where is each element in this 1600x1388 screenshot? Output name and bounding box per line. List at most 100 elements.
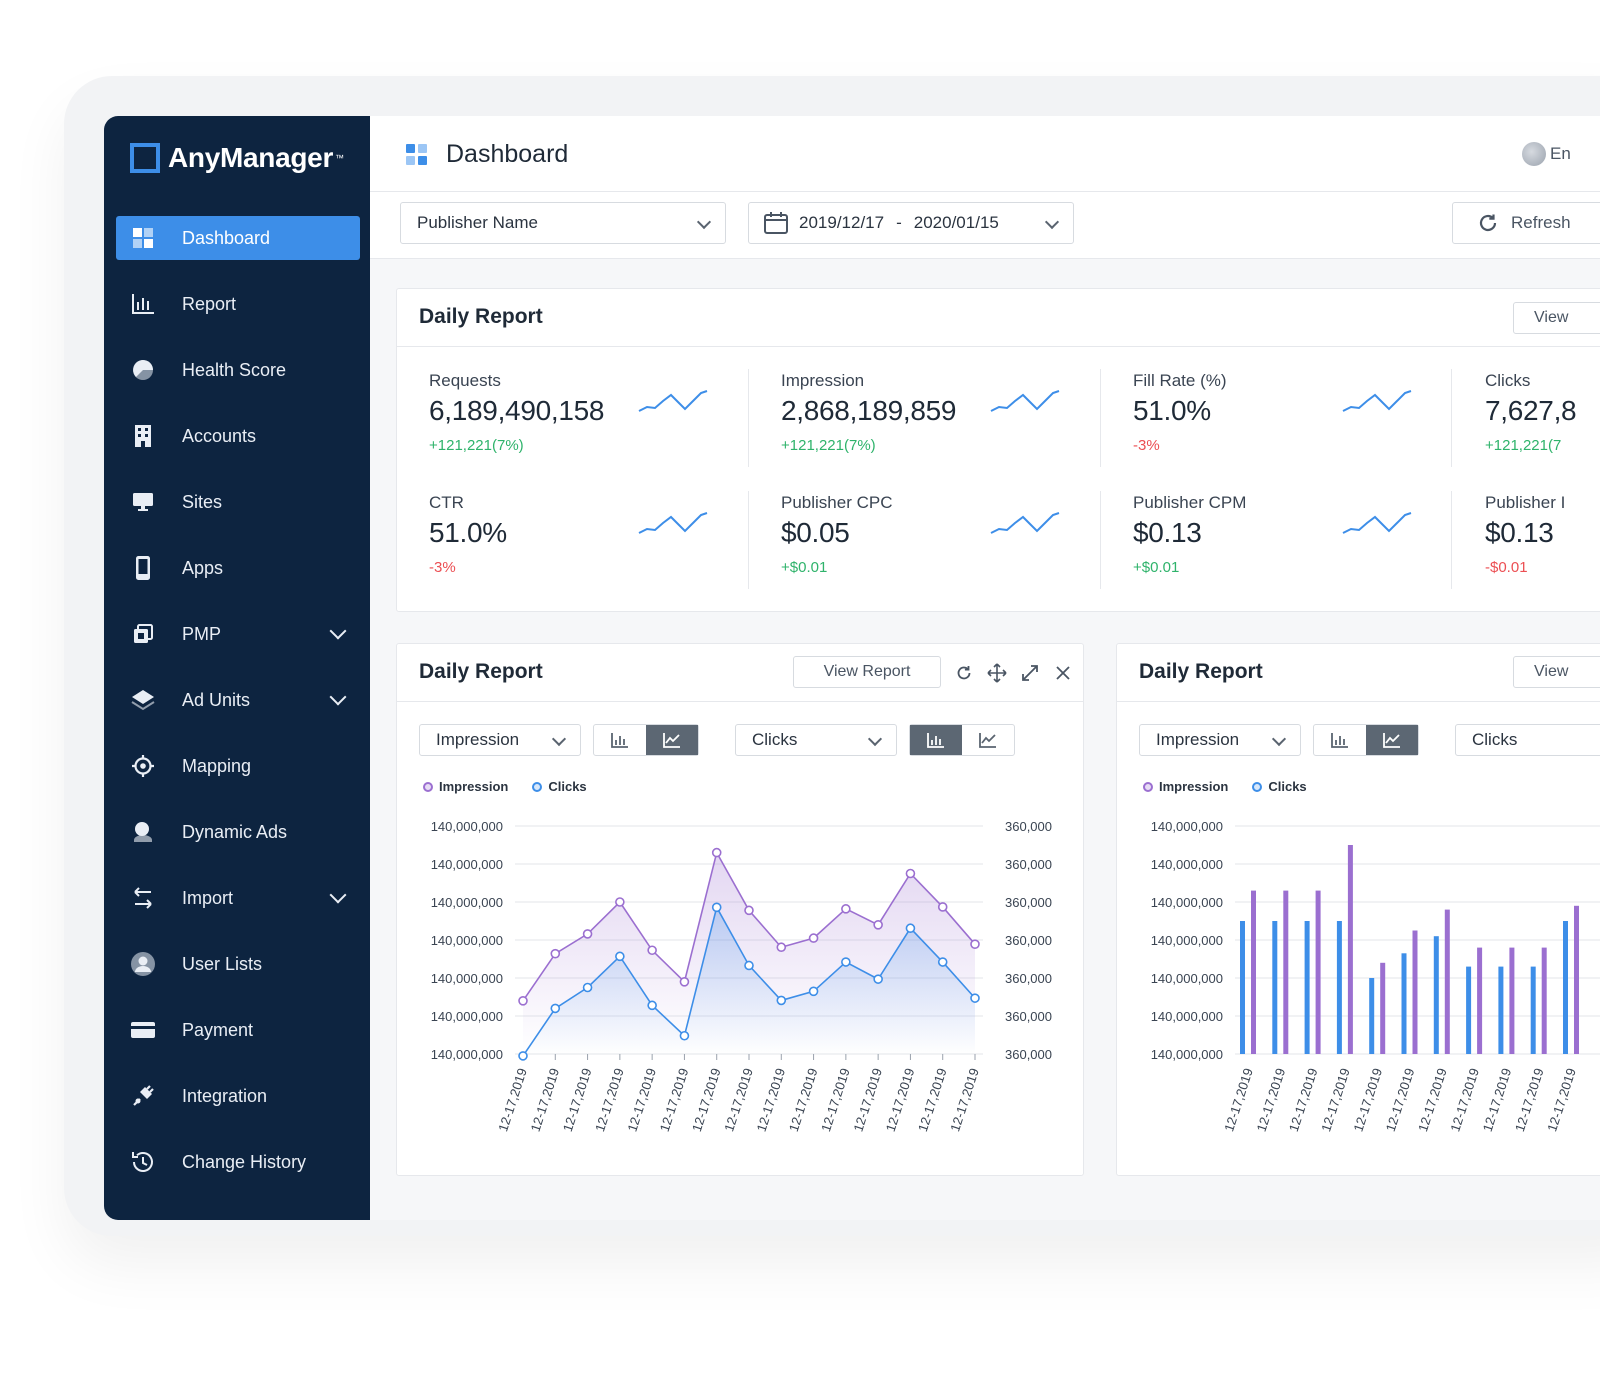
right-metric-select[interactable]: Clicks [735,724,897,756]
refresh-icon[interactable] [955,664,973,682]
sidebar-item-import[interactable]: Import [116,876,360,920]
data-point-impression[interactable] [679,976,690,987]
bar-chart-toggle[interactable] [594,725,646,755]
data-point-clicks[interactable] [905,923,916,934]
data-point-clicks[interactable] [582,982,593,993]
data-point-impression[interactable] [970,939,980,949]
bar-chart-toggle[interactable] [1314,725,1366,755]
bar-impression[interactable] [1541,947,1547,1054]
bar-clicks[interactable] [1304,921,1310,1054]
user-name[interactable]: En [1550,144,1571,163]
bar-impression[interactable] [1380,962,1386,1054]
data-point-impression[interactable] [937,902,948,912]
avatar[interactable] [1522,142,1546,166]
sidebar-item-sites[interactable]: Sites [116,480,360,524]
sidebar-item-mapping[interactable]: Mapping [116,744,360,788]
data-point-clicks[interactable] [776,995,787,1006]
line-chart-toggle[interactable] [962,725,1014,755]
data-point-impression[interactable] [518,995,528,1006]
sidebar-item-apps[interactable]: Apps [116,546,360,590]
legend-clicks[interactable]: Clicks [548,779,587,794]
app-logo[interactable]: AnyManager ™ [130,140,344,176]
data-point-impression[interactable] [873,919,883,930]
bar-chart-toggle[interactable] [910,725,962,755]
bar-clicks[interactable] [1466,966,1472,1054]
bar-clicks[interactable] [1498,966,1504,1054]
left-metric-select[interactable]: Impression [1139,724,1301,756]
data-point-clicks[interactable] [679,1030,690,1041]
data-point-impression[interactable] [808,933,819,943]
bar-clicks[interactable] [1530,966,1536,1054]
data-point-impression[interactable] [776,942,787,953]
bar-impression[interactable] [1315,890,1321,1054]
legend-clicks[interactable]: Clicks [1268,779,1307,794]
legend-impression[interactable]: Impression [439,779,509,794]
bar-clicks[interactable] [1369,978,1375,1054]
bar-clicks[interactable] [1272,921,1278,1054]
data-point-clicks[interactable] [841,957,851,967]
refresh-icon [1479,214,1497,232]
app-window: AnyManager ™ Dashboard Report Health Score A… [104,116,1600,1220]
data-point-impression[interactable] [582,929,593,939]
view-report-button[interactable]: View Report [793,656,941,688]
expand-icon[interactable] [1021,664,1039,682]
data-point-impression[interactable] [711,847,722,858]
sidebar-item-health-score[interactable]: Health Score [116,348,360,392]
view-report-button[interactable]: View [1513,656,1600,688]
move-icon[interactable] [987,663,1007,683]
data-point-impression[interactable] [905,868,916,879]
data-point-clicks[interactable] [873,974,883,984]
publisher-select[interactable]: Publisher Name [400,202,726,244]
view-report-button[interactable]: View [1513,302,1600,334]
data-point-clicks[interactable] [808,986,819,997]
data-point-clicks[interactable] [744,960,754,971]
bar-impression[interactable] [1574,905,1579,1054]
metric-clicks: Clicks 7,627,8 +121,221(7 [1485,371,1600,471]
bar-clicks[interactable] [1401,953,1407,1054]
sidebar-item-payment[interactable]: Payment [116,1008,360,1052]
bar-impression[interactable] [1509,947,1515,1054]
refresh-button[interactable]: Refresh [1452,202,1600,244]
bar-impression[interactable] [1412,930,1418,1055]
sidebar-item-dashboard[interactable]: Dashboard [116,216,360,260]
data-point-clicks[interactable] [711,902,722,913]
left-metric-select[interactable]: Impression [419,724,581,756]
bar-impression[interactable] [1283,890,1289,1054]
bar-impression[interactable] [1444,909,1450,1054]
x-tick-label: 12-17,2019 [1480,1066,1515,1133]
data-point-impression[interactable] [841,904,851,914]
sidebar-item-pmp[interactable]: PMP [116,612,360,656]
data-point-impression[interactable] [647,945,657,956]
close-icon[interactable] [1055,665,1071,681]
data-point-impression[interactable] [744,905,754,916]
sidebar-item-accounts[interactable]: Accounts [116,414,360,458]
line-chart-toggle[interactable] [1366,725,1418,755]
data-point-impression[interactable] [550,948,561,959]
x-tick-label: 12-17,2019 [1286,1066,1321,1133]
date-range-picker[interactable]: 2019/12/17 - 2020/01/15 [748,202,1074,244]
bar-clicks[interactable] [1433,936,1439,1054]
sidebar-item-user-lists[interactable]: User Lists [116,942,360,986]
bar-impression[interactable] [1347,845,1353,1054]
bar-clicks[interactable] [1563,921,1568,1054]
data-point-clicks[interactable] [615,951,625,962]
data-point-impression[interactable] [615,897,625,907]
bar-impression[interactable] [1477,947,1483,1054]
legend-impression[interactable]: Impression [1159,779,1229,794]
sidebar-item-integration[interactable]: Integration [116,1074,360,1118]
sidebar-item-dynamic-ads[interactable]: Dynamic Ads [116,810,360,854]
bar-impression[interactable] [1251,890,1256,1054]
bar-clicks[interactable] [1240,921,1245,1054]
bar-clicks[interactable] [1336,921,1342,1054]
sidebar-item-ad-units[interactable]: Ad Units [116,678,360,722]
data-point-clicks[interactable] [937,957,948,967]
metric-label: Impression [781,371,865,390]
data-point-clicks[interactable] [518,1051,528,1061]
data-point-clicks[interactable] [970,993,980,1003]
sidebar-item-report[interactable]: Report [116,282,360,326]
right-metric-select[interactable]: Clicks [1455,724,1600,756]
data-point-clicks[interactable] [550,1003,561,1014]
line-chart-toggle[interactable] [646,725,698,755]
data-point-clicks[interactable] [647,1000,657,1011]
sidebar-item-change-history[interactable]: Change History [116,1140,360,1184]
